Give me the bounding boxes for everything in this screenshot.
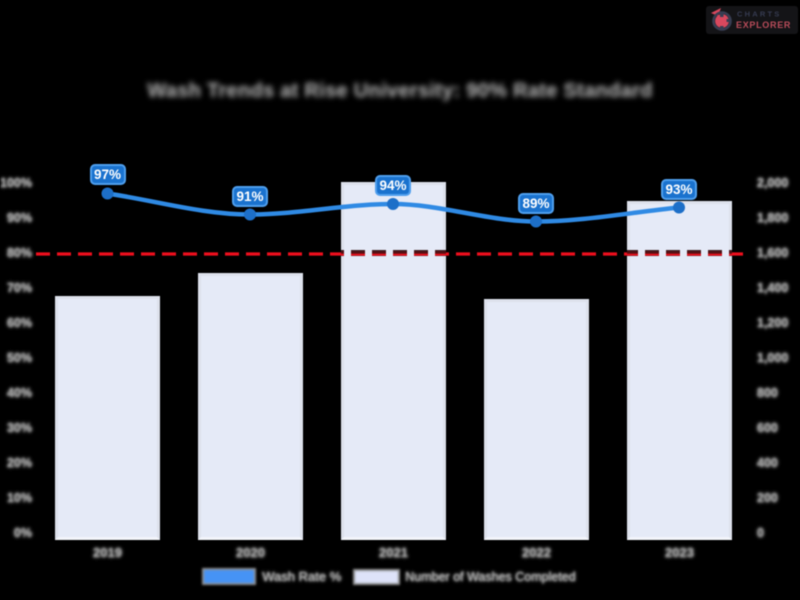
svg-text:CHARTS: CHARTS <box>737 10 781 19</box>
svg-text:EXPLORER: EXPLORER <box>736 20 791 30</box>
